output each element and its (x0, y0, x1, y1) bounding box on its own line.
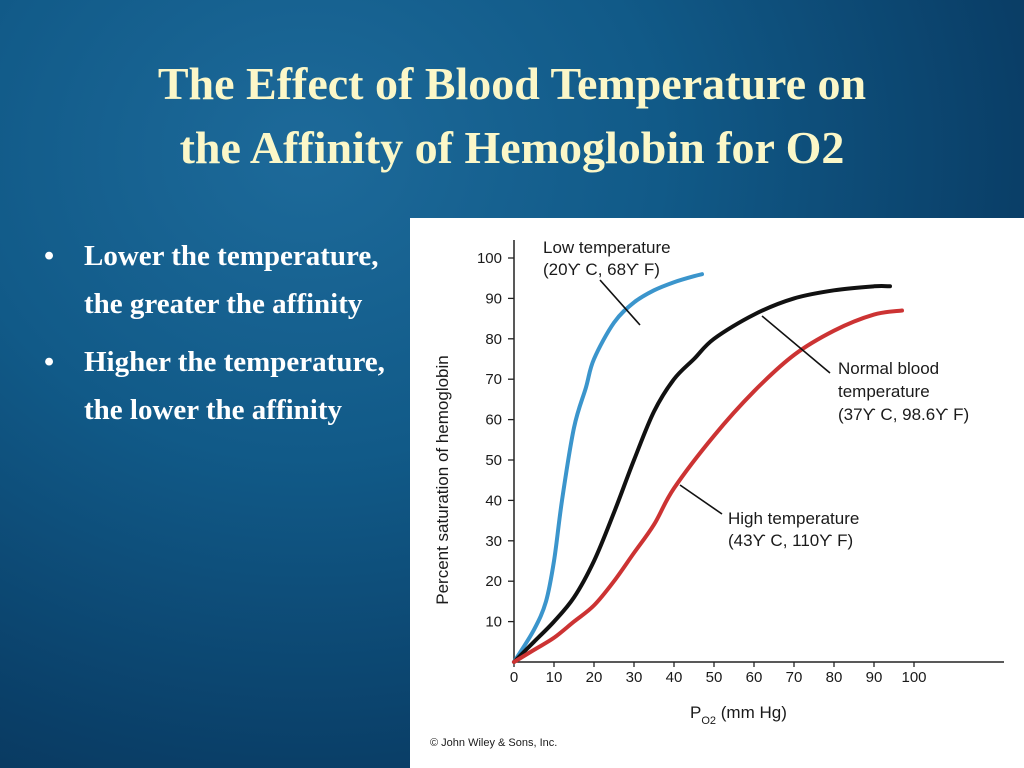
y-tick-label: 100 (477, 250, 502, 267)
series-label-line: (43Ƴ C, 110Ƴ F) (728, 531, 853, 550)
bullet-marker: • (44, 346, 55, 378)
x-tick-label: 30 (626, 669, 643, 686)
y-tick-label: 30 (485, 533, 502, 550)
x-axis-title-subscript: O2 (701, 715, 716, 727)
slide-title-line-2: the Affinity of Hemoglobin for O2 (179, 122, 845, 173)
x-axis-title-unit: (mm Hg) (716, 703, 787, 722)
y-tick-label: 60 (485, 412, 502, 429)
leader-line-high (679, 484, 723, 515)
curve-low-temperature (512, 272, 704, 664)
bullet-text: Higher the temperature, the lower the af… (84, 346, 385, 426)
leader-line-normal (761, 315, 831, 374)
annotations: Low temperature (20Ƴ C, 68Ƴ F) Normal bloo… (543, 238, 969, 550)
y-tick-label: 80 (485, 331, 502, 348)
x-tick-label: 70 (786, 669, 803, 686)
y-tick-label: 40 (485, 492, 502, 509)
x-axis-title-p: P (690, 703, 701, 722)
series-label-line: Low temperature (543, 238, 671, 257)
y-tick-label: 10 (485, 614, 502, 631)
bullet-text: Lower the temperature, the greater the a… (84, 240, 379, 320)
series-label-normal: Normal blood temperature (37Ƴ C, 98.6Ƴ F) (838, 359, 969, 424)
series-label-line: (20Ƴ C, 68Ƴ F) (543, 260, 660, 279)
x-tick-label: 80 (826, 669, 843, 686)
x-tick-label: 60 (746, 669, 763, 686)
series-label-line: Normal blood (838, 359, 939, 378)
y-tick-label: 20 (485, 573, 502, 590)
series-label-line: (37Ƴ C, 98.6Ƴ F) (838, 405, 969, 424)
x-tick-label: 0 (510, 669, 518, 686)
bullet-item: • Lower the temperature, the greater the… (44, 232, 409, 328)
series-label-low: Low temperature (20Ƴ C, 68Ƴ F) (543, 238, 671, 279)
y-axis-title: Percent saturation of hemoglobin (433, 355, 452, 605)
bullet-item: • Higher the temperature, the lower the … (44, 338, 409, 434)
y-tick-label: 90 (485, 290, 502, 307)
series-label-line: temperature (838, 382, 930, 401)
leader-line-low (599, 279, 641, 326)
chart-panel: 0 10 20 30 40 50 60 70 80 90 100 10 20 30 40 50 60 70 80 90… (410, 218, 1024, 768)
copyright-credit: © John Wiley & Sons, Inc. (430, 737, 557, 749)
bullet-marker: • (44, 240, 55, 272)
y-axis-title-group: Percent saturation of hemoglobin (433, 355, 452, 605)
series-label-line: High temperature (728, 509, 859, 528)
x-tick-label: 20 (586, 669, 603, 686)
x-tick-label: 50 (706, 669, 723, 686)
oxygen-dissociation-chart: 0 10 20 30 40 50 60 70 80 90 100 10 20 30 40 50 60 70 80 90… (430, 238, 1004, 749)
bullet-list: • Lower the temperature, the greater the… (44, 232, 409, 444)
y-tick-label: 70 (485, 371, 502, 388)
slide-title-line-1: The Effect of Blood Temperature on (157, 58, 867, 109)
x-tick-label: 90 (866, 669, 883, 686)
x-axis-title: PO2 (mm Hg) (690, 703, 787, 727)
series-label-high: High temperature (43Ƴ C, 110Ƴ F) (728, 509, 859, 550)
slide-title: The Effect of Blood Temperature on the A… (0, 52, 1024, 180)
x-tick-label: 100 (901, 669, 926, 686)
curve-normal-temperature (512, 283, 892, 664)
x-tick-label: 10 (546, 669, 563, 686)
curve-high-temperature (512, 308, 904, 664)
curves (512, 272, 904, 664)
axes: 0 10 20 30 40 50 60 70 80 90 100 10 20 30 40 50 60 70 80 90… (477, 240, 1004, 686)
x-tick-label: 40 (666, 669, 683, 686)
y-tick-label: 50 (485, 452, 502, 469)
